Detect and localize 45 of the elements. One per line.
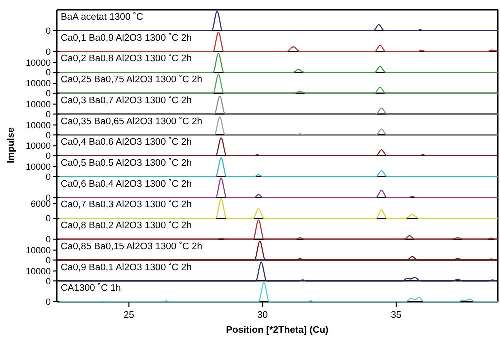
y-tick-label: 0	[46, 151, 51, 162]
line-series	[59, 53, 499, 74]
line-series	[59, 116, 499, 136]
chart-title: Ca0,4 Ba0,6 Al2O3 1300 ˚C 2h	[61, 137, 192, 148]
line-series	[59, 198, 499, 220]
y-tick-label: 10000	[26, 58, 51, 68]
chart-title: Ca0,5 Ba0,5 Al2O3 1300 ˚C 2h	[61, 158, 192, 169]
y-tick-label: 0	[46, 88, 51, 99]
line-series	[59, 262, 499, 282]
chart-title: CA1300 ˚C 1h	[61, 283, 122, 294]
line-series	[59, 157, 499, 178]
y-tick-label: 10000	[26, 120, 51, 130]
y-tick-label: 10000	[26, 266, 51, 276]
chart-title: Ca0,8 Ba0,2 Al2O3 1300 ˚C 2h	[61, 220, 192, 232]
y-tick-label: 0	[46, 68, 51, 78]
chart-title: Ca0,3 Ba0,7 Al2O3 1300 ˚C 2h	[61, 95, 192, 106]
y-tick-label: 10000	[26, 141, 51, 152]
y-tick-label: 0	[46, 130, 51, 140]
y-tick-label: 0	[46, 255, 51, 266]
chart-title: Ca0,6 Ba0,4 Al2O3 1300 ˚C 2h	[61, 178, 192, 190]
line-series	[59, 74, 499, 94]
y-tick-label: 10000	[26, 246, 51, 256]
y-tick-label: 10000	[26, 162, 51, 172]
y-tick-label: 0	[46, 109, 51, 120]
chart-title: Ca0,7 Ba0,3 Al2O3 1300 ˚C 2h	[61, 200, 192, 211]
y-tick-label: 0	[46, 214, 51, 224]
y-tick-label: 10000	[26, 78, 51, 89]
chart-title: Ca0,2 Ba0,8 Al2O3 1300 ˚C 2h	[61, 54, 192, 65]
y-tick-label: 10000	[26, 100, 51, 110]
y-axis-title: Impulse	[6, 128, 17, 164]
x-tick-label: 25	[124, 310, 134, 321]
x-axis-title: Position [*2Theta] (Cu)	[226, 325, 329, 336]
chart-title: Ca0,35 Ba0,65 Al2O3 1300 ˚C 2h	[61, 116, 203, 128]
x-tick-label: 35	[391, 310, 402, 321]
x-tick-label: 30	[258, 310, 268, 321]
chart-title: Ca0,85 Ba0,15 Al2O3 1300 ˚C 2h	[61, 241, 203, 252]
y-tick-label: 0	[46, 276, 51, 286]
chart-title: BaA acetat 1300 ˚C	[61, 12, 144, 23]
chart-title: Ca0,1 Ba0,9 Al2O3 1300 ˚C 2h	[61, 32, 192, 44]
line-series	[59, 138, 499, 157]
y-tick-label: 0	[46, 172, 51, 182]
y-tick-label: 6000	[30, 199, 51, 209]
line-series	[59, 240, 499, 261]
chart-title: Ca0,25 Ba0,75 Al2O3 1300 ˚C 2h	[61, 74, 203, 86]
chart-title: Ca0,9 Ba0,1 Al2O3 1300 ˚C 2h	[61, 262, 192, 274]
